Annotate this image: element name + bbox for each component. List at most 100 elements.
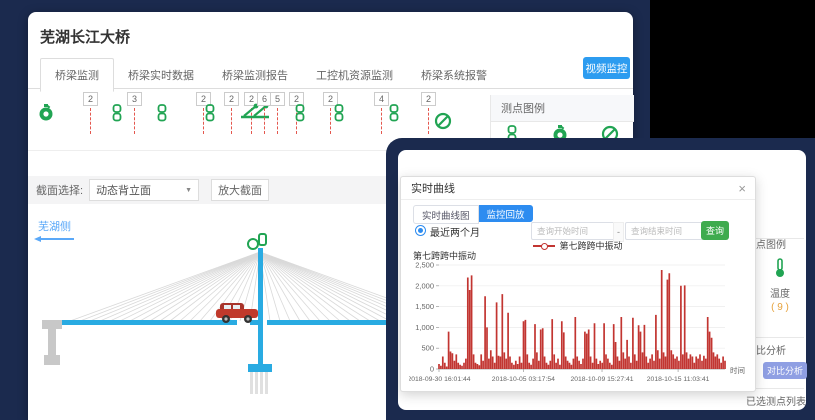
sensor-count-badge: 2 (83, 92, 98, 106)
tab-realtime-curve-chart[interactable]: 实时曲线图 (413, 205, 479, 224)
temperature-count: ( 9 ) (771, 302, 789, 313)
bridge-deck (267, 320, 388, 325)
tab-bridge-monitoring[interactable]: 桥梁监测 (40, 58, 114, 92)
svg-text:2,000: 2,000 (415, 281, 434, 290)
sensor-count-badge: 2 (224, 92, 239, 106)
recent-two-months-label: 最近两个月 (430, 228, 480, 239)
sensor-marker[interactable]: 5 (270, 92, 285, 134)
link-icon[interactable] (156, 104, 168, 127)
svg-text:0: 0 (430, 365, 434, 374)
sensor-count-badge: 4 (374, 92, 389, 106)
chevron-down-icon: ▼ (185, 186, 193, 194)
svg-text:2,500: 2,500 (415, 261, 434, 270)
dialog-header: 实时曲线 × (401, 177, 755, 200)
sensor-marker[interactable]: 2 (323, 92, 338, 134)
dashed-line-icon (428, 108, 429, 134)
bridge-deck (58, 320, 237, 325)
link-icon[interactable] (111, 104, 123, 127)
dashed-line-icon (203, 108, 204, 134)
bridge-side-label: 芜湖侧 (38, 221, 71, 233)
video-monitor-button[interactable]: 视频监控 (583, 57, 630, 79)
sidebar-divider (754, 388, 804, 389)
sensor-count-badge: 3 (127, 92, 142, 106)
sensor-marker[interactable]: 2 (224, 92, 239, 134)
link-icon[interactable] (388, 104, 400, 127)
bridge-diagram (42, 233, 388, 394)
dashed-line-icon (90, 108, 91, 134)
bridge-left-pier (42, 320, 62, 365)
vibration-chart: 第七跨跨中振动 0 500 1,000 1,500 2,000 2,500 2018-09-3… (409, 250, 745, 383)
sensor-marker[interactable]: 2 (196, 92, 211, 134)
tab-monitoring-playback[interactable]: 监控回放 (478, 205, 533, 222)
sidebar-legend-title: 测点图例 (746, 240, 786, 251)
dashed-line-icon (134, 108, 135, 134)
close-icon[interactable]: × (738, 180, 746, 196)
zoom-section-button[interactable]: 放大截面 (211, 179, 270, 201)
gauge-icon[interactable] (38, 104, 54, 127)
link-icon[interactable] (204, 104, 216, 127)
tower-top-sensor-icons (247, 233, 267, 250)
sidebar-item-temperature[interactable]: 温度 ( 9 ) (758, 258, 802, 313)
svg-text:500: 500 (421, 344, 434, 353)
sensor-marker[interactable]: 4 (374, 92, 389, 134)
dashed-line-icon (330, 108, 331, 134)
svg-text:1,000: 1,000 (415, 323, 434, 332)
legend-panel-title: 测点图例 (501, 103, 545, 115)
section-select-dropdown[interactable]: 动态背立面 ▼ (89, 179, 200, 201)
sensor-count-badge: 2 (421, 92, 436, 106)
legend-series-name: 第七跨跨中振动 (559, 241, 623, 251)
sensor-count-badge: 5 (270, 92, 285, 106)
car (216, 303, 258, 323)
sidebar-divider (754, 337, 804, 338)
tab-bridge-system-alarm[interactable]: 桥梁系统报警 (421, 70, 487, 82)
compare-analysis-button[interactable]: 对比分析 (763, 362, 807, 379)
realtime-curve-dialog: 实时曲线 × 实时曲线图 监控回放 最近两个月 - 查询 第七跨跨中振动 第七跨… (400, 176, 756, 392)
query-button[interactable]: 查询 (701, 221, 729, 240)
query-filter-row: 最近两个月 - 查询 (401, 221, 755, 242)
link-icon[interactable] (333, 104, 345, 127)
tabbar-divider (28, 88, 633, 89)
svg-text:1,500: 1,500 (415, 302, 434, 311)
svg-text:2018-10-15 11:03:41: 2018-10-15 11:03:41 (647, 376, 710, 383)
sensor-marker[interactable]: 2 (421, 92, 436, 134)
dashed-line-icon (381, 108, 382, 134)
dashed-line-icon (264, 108, 265, 134)
dashed-line-icon (231, 108, 232, 134)
tab-ipc-resource-monitoring[interactable]: 工控机资源监测 (316, 70, 393, 82)
compare-section-title: 对比分析 (746, 346, 786, 357)
svg-text:2018-10-05 03:17:54: 2018-10-05 03:17:54 (492, 376, 555, 383)
dashed-line-icon (296, 108, 297, 134)
query-start-time-input[interactable] (531, 222, 615, 240)
svg-text:第七跨跨中振动: 第七跨跨中振动 (413, 250, 476, 261)
svg-text:2018-10-09 15:27:41: 2018-10-09 15:27:41 (570, 376, 633, 383)
bridge-deck (250, 320, 260, 325)
section-select-value: 动态背立面 (96, 185, 152, 197)
legend-line-circle-icon (533, 242, 556, 250)
strip-divider (28, 150, 633, 151)
chart-legend[interactable]: 第七跨跨中振动 (401, 239, 755, 252)
ban-icon[interactable] (434, 112, 452, 135)
bridge-tower (258, 248, 263, 366)
gauge-icon (552, 125, 568, 140)
thermometer-icon (776, 258, 784, 277)
dashed-line-icon (277, 108, 278, 134)
sidebar-divider (754, 238, 804, 239)
link-icon[interactable] (294, 104, 306, 127)
svg-text:时间: 时间 (730, 365, 745, 375)
tower-base-cap (248, 364, 272, 372)
date-range-separator: - (613, 222, 624, 242)
dashed-line-icon (251, 108, 252, 134)
legend-panel-body (490, 121, 634, 140)
query-end-time-input[interactable] (625, 222, 703, 240)
dialog-title: 实时曲线 (411, 183, 455, 195)
recent-two-months-radio[interactable] (415, 225, 426, 236)
bearing-icon[interactable] (240, 102, 270, 125)
left-arrow-icon (34, 236, 74, 242)
legend-panel-header: 测点图例 (490, 95, 634, 122)
tab-bridge-realtime-data[interactable]: 桥梁实时数据 (128, 70, 194, 82)
tab-bridge-monitoring-report[interactable]: 桥梁监测报告 (222, 70, 288, 82)
sensor-marker[interactable]: 2 (83, 92, 98, 134)
bridge-cables (69, 251, 388, 322)
sensor-marker[interactable]: 3 (127, 92, 142, 134)
foundation-stripes (253, 372, 270, 394)
